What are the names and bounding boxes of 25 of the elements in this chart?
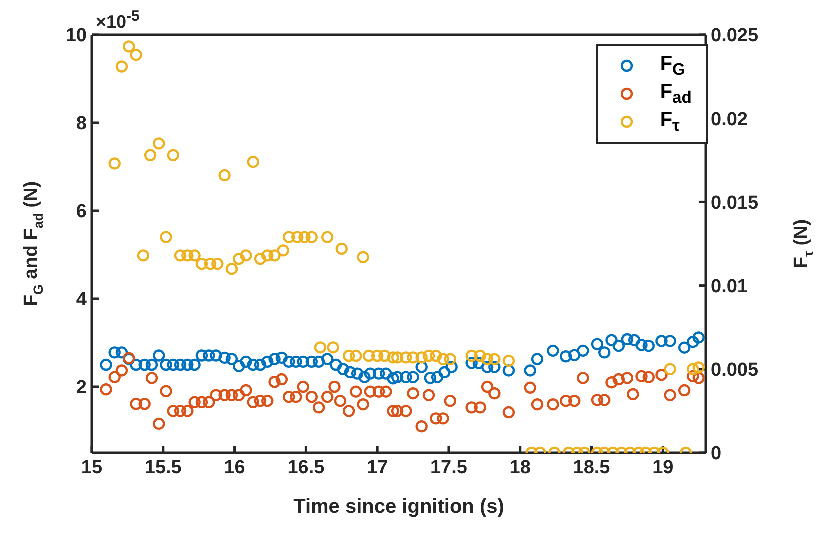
y-tick-label: 8 <box>76 114 87 135</box>
x-tick-label: 19 <box>652 457 674 478</box>
y-tick-label: 2 <box>76 378 87 399</box>
y-tick-label: 4 <box>76 290 88 311</box>
x-tick-label: 17 <box>367 457 388 478</box>
y-tick-label: 6 <box>76 202 87 223</box>
x-tick-label: 16 <box>224 457 246 478</box>
y-tick-label: 10 <box>66 26 87 47</box>
legend-label: F$_{ad}$ <box>660 80 692 108</box>
legend-label: F$_{G}$ <box>660 52 686 80</box>
x-tick-label: 18.5 <box>573 457 611 478</box>
x-tick-label: 18 <box>510 457 531 478</box>
text: ×10$^{-5}$ <box>96 8 140 33</box>
y2-tick-label: 0.025 <box>711 26 759 47</box>
y2-tick-label: 0.015 <box>711 192 759 214</box>
y2-tick-label: 0 <box>711 444 722 465</box>
legend-label: F$_{τ}$ <box>660 108 680 136</box>
x-axis-title: Time since ignition (s) <box>294 496 504 518</box>
x-tick-label: 17.5 <box>430 457 468 478</box>
x-tick-label: 16.5 <box>288 457 326 478</box>
y2-tick-label: 0.01 <box>711 276 748 298</box>
x-tick-label: 15.5 <box>144 457 182 478</box>
x-tick-label: 15 <box>81 457 103 478</box>
y2-tick-label: 0.005 <box>711 360 759 382</box>
y2-tick-label: 0.02 <box>711 109 748 130</box>
